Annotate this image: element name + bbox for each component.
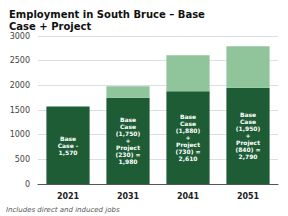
svg-text:1,980: 1,980	[119, 158, 138, 165]
svg-text:Project: Project	[236, 139, 260, 147]
svg-text:2000: 2000	[10, 81, 30, 90]
svg-text:2,610: 2,610	[179, 155, 198, 162]
svg-text:3000: 3000	[10, 32, 30, 41]
svg-text:+: +	[245, 132, 250, 139]
svg-text:Base: Base	[60, 135, 76, 142]
svg-text:2031: 2031	[117, 192, 140, 201]
svg-text:(1,950): (1,950)	[236, 125, 261, 132]
svg-text:2,790: 2,790	[239, 153, 258, 160]
svg-text:2041: 2041	[177, 192, 200, 201]
svg-text:0: 0	[25, 180, 30, 189]
svg-text:Case: Case	[120, 123, 136, 130]
svg-text:(1,750): (1,750)	[116, 130, 141, 137]
svg-text:+: +	[185, 134, 190, 141]
svg-text:Case -: Case -	[58, 142, 79, 149]
svg-text:2021: 2021	[57, 192, 80, 201]
svg-text:Includes direct and induced jo: Includes direct and induced jobs	[6, 206, 120, 214]
svg-text:Base: Base	[240, 111, 256, 118]
svg-text:1,570: 1,570	[59, 149, 78, 156]
svg-text:1000: 1000	[10, 130, 30, 139]
svg-text:Case + Project: Case + Project	[9, 21, 91, 32]
svg-text:Project: Project	[176, 141, 200, 149]
svg-text:Base: Base	[120, 116, 136, 123]
svg-text:Project: Project	[116, 144, 140, 152]
svg-text:Case: Case	[180, 120, 196, 127]
svg-text:+: +	[125, 137, 130, 144]
svg-text:(730) =: (730) =	[175, 148, 200, 155]
svg-text:500: 500	[15, 155, 30, 164]
svg-text:Base: Base	[180, 113, 196, 120]
svg-text:2051: 2051	[237, 192, 260, 201]
svg-text:(840) =: (840) =	[235, 146, 260, 153]
svg-text:Employment in South Bruce – Ba: Employment in South Bruce – Base	[9, 9, 205, 20]
svg-text:(1,880): (1,880)	[176, 127, 201, 134]
svg-text:(230) =: (230) =	[115, 151, 140, 158]
svg-text:2500: 2500	[10, 56, 30, 65]
svg-text:1500: 1500	[10, 106, 30, 115]
svg-text:Case: Case	[240, 118, 256, 125]
